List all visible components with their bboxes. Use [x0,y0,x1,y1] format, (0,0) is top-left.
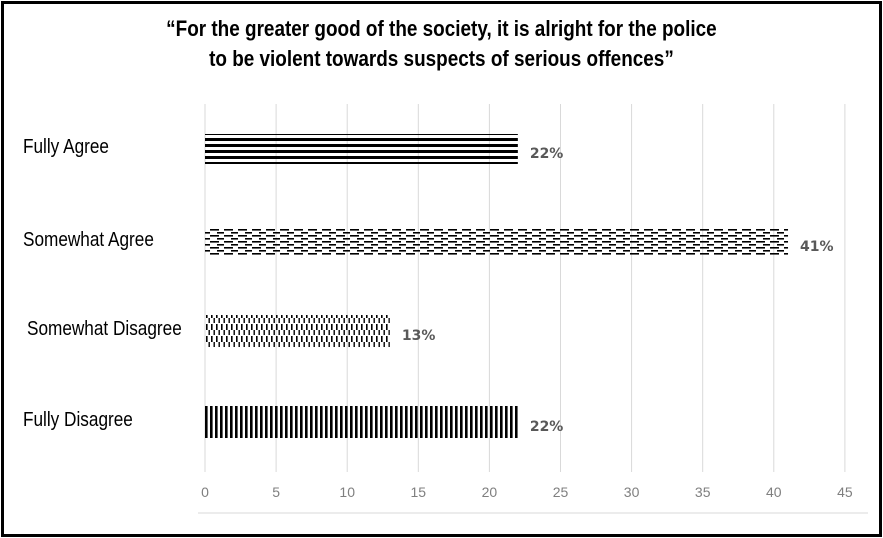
x-tick-label-15: 15 [411,484,427,500]
bars [205,134,789,438]
category-label-somewhat-disagree: Somewhat Disagree [27,317,182,340]
category-label-fully-disagree: Fully Disagree [23,408,133,431]
chart-title: “For the greater good of the society, it… [62,14,821,74]
x-tick-label-25: 25 [553,484,569,500]
bar-somewhat-agree [205,229,789,255]
bar-somewhat-disagree [205,315,390,347]
bar-fully-agree [205,134,518,164]
chart-title-line-1: “For the greater good of the society, it… [166,16,717,41]
gridlines [198,104,868,514]
x-tick-label-0: 0 [201,484,209,500]
x-tick-label-35: 35 [695,484,711,500]
x-tick-label-20: 20 [482,484,498,500]
category-label-fully-agree: Fully Agree [23,135,109,158]
x-tick-label-30: 30 [624,484,640,500]
labels: 0 5 10 15 20 25 30 35 40 45 Fully Agree 22% Somewhat… [23,135,853,500]
x-tick-label-45: 45 [837,484,853,500]
data-label-somewhat-disagree: 13% [402,328,436,344]
x-tick-label-10: 10 [339,484,355,500]
category-label-somewhat-agree: Somewhat Agree [23,228,154,251]
data-label-fully-agree: 22% [530,146,564,162]
data-label-fully-disagree: 22% [530,419,564,435]
data-label-somewhat-agree: 41% [800,239,834,255]
x-tick-label-5: 5 [272,484,280,500]
chart-title-line-2: to be violent towards suspects of seriou… [209,46,674,71]
x-tick-label-40: 40 [766,484,782,500]
bar-fully-disagree [205,406,518,438]
